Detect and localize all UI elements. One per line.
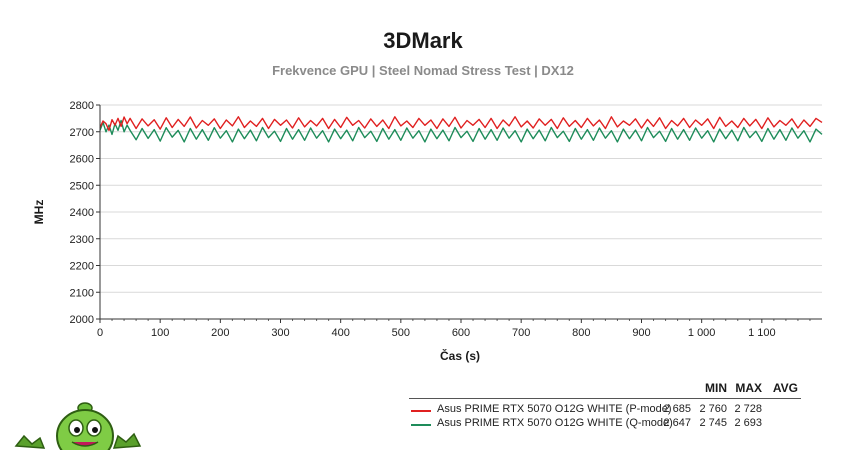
legend-max-value: 2 760 — [699, 403, 727, 415]
legend-min-value: 2 647 — [663, 417, 691, 429]
x-tick-label: 800 — [572, 327, 590, 339]
chart-series — [99, 116, 823, 143]
y-tick-label: 2100 — [70, 287, 94, 299]
chart-grid — [100, 104, 822, 293]
green-alien-mascot-icon — [14, 402, 142, 450]
chart-title: 3DMark — [383, 28, 463, 53]
legend-header-max: MAX — [735, 381, 762, 395]
x-tick-label: 1 000 — [688, 327, 716, 339]
chart-subtitle: Frekvence GPU | Steel Nomad Stress Test … — [272, 63, 574, 78]
y-axis-ticks: 2000 2100 2200 2300 2400 2500 2600 2700 2800 — [70, 100, 100, 326]
legend-divider — [409, 398, 801, 399]
legend-min-value: 2 685 — [663, 403, 691, 415]
legend-series-name: Asus PRIME RTX 5070 O12G WHITE (Q-mode) — [437, 417, 673, 429]
x-tick-label: 500 — [392, 327, 410, 339]
y-tick-label: 2500 — [70, 180, 94, 192]
legend-item-q-mode: Asus PRIME RTX 5070 O12G WHITE (Q-mode) … — [409, 417, 801, 432]
x-tick-label: 200 — [211, 327, 229, 339]
series-line — [99, 119, 823, 143]
x-axis-ticks: 0 100 200 300 400 500 600 700 800 900 1 000 1 100 — [97, 319, 811, 339]
x-tick-label: 400 — [331, 327, 349, 339]
legend-series-name: Asus PRIME RTX 5070 O12G WHITE (P-mode) — [437, 403, 672, 415]
x-tick-label: 1 100 — [748, 327, 776, 339]
legend-max-value: 2 745 — [699, 417, 727, 429]
legend-header-min: MIN — [705, 381, 727, 395]
series-line — [99, 116, 823, 132]
x-tick-label: 0 — [97, 327, 103, 339]
y-tick-label: 2200 — [70, 261, 94, 273]
y-axis-label: MHz — [32, 200, 46, 225]
x-tick-label: 700 — [512, 327, 530, 339]
legend-avg-value: 2 728 — [734, 403, 762, 415]
x-tick-label: 300 — [271, 327, 289, 339]
x-tick-label: 600 — [452, 327, 470, 339]
x-tick-label: 100 — [151, 327, 169, 339]
y-tick-label: 2600 — [70, 154, 94, 166]
y-tick-label: 2400 — [70, 207, 94, 219]
y-tick-label: 2700 — [70, 127, 94, 139]
y-tick-label: 2300 — [70, 234, 94, 246]
legend-swatch — [411, 424, 431, 426]
legend-avg-value: 2 693 — [734, 417, 762, 429]
x-tick-label: 900 — [632, 327, 650, 339]
line-chart: 2000 2100 2200 2300 2400 2500 2600 2700 2800 0 10… — [32, 100, 823, 363]
y-tick-label: 2000 — [70, 314, 94, 326]
y-tick-label: 2800 — [70, 100, 94, 112]
chart-axes — [99, 105, 822, 320]
legend-swatch — [411, 410, 431, 412]
x-axis-label: Čas (s) — [440, 348, 480, 363]
legend-header-avg: AVG — [772, 381, 798, 395]
legend-item-p-mode: Asus PRIME RTX 5070 O12G WHITE (P-mode) … — [409, 403, 801, 418]
